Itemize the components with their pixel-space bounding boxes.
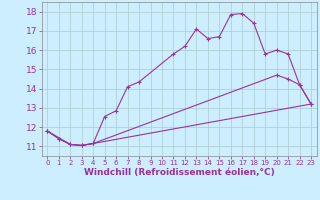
X-axis label: Windchill (Refroidissement éolien,°C): Windchill (Refroidissement éolien,°C) xyxy=(84,168,275,177)
